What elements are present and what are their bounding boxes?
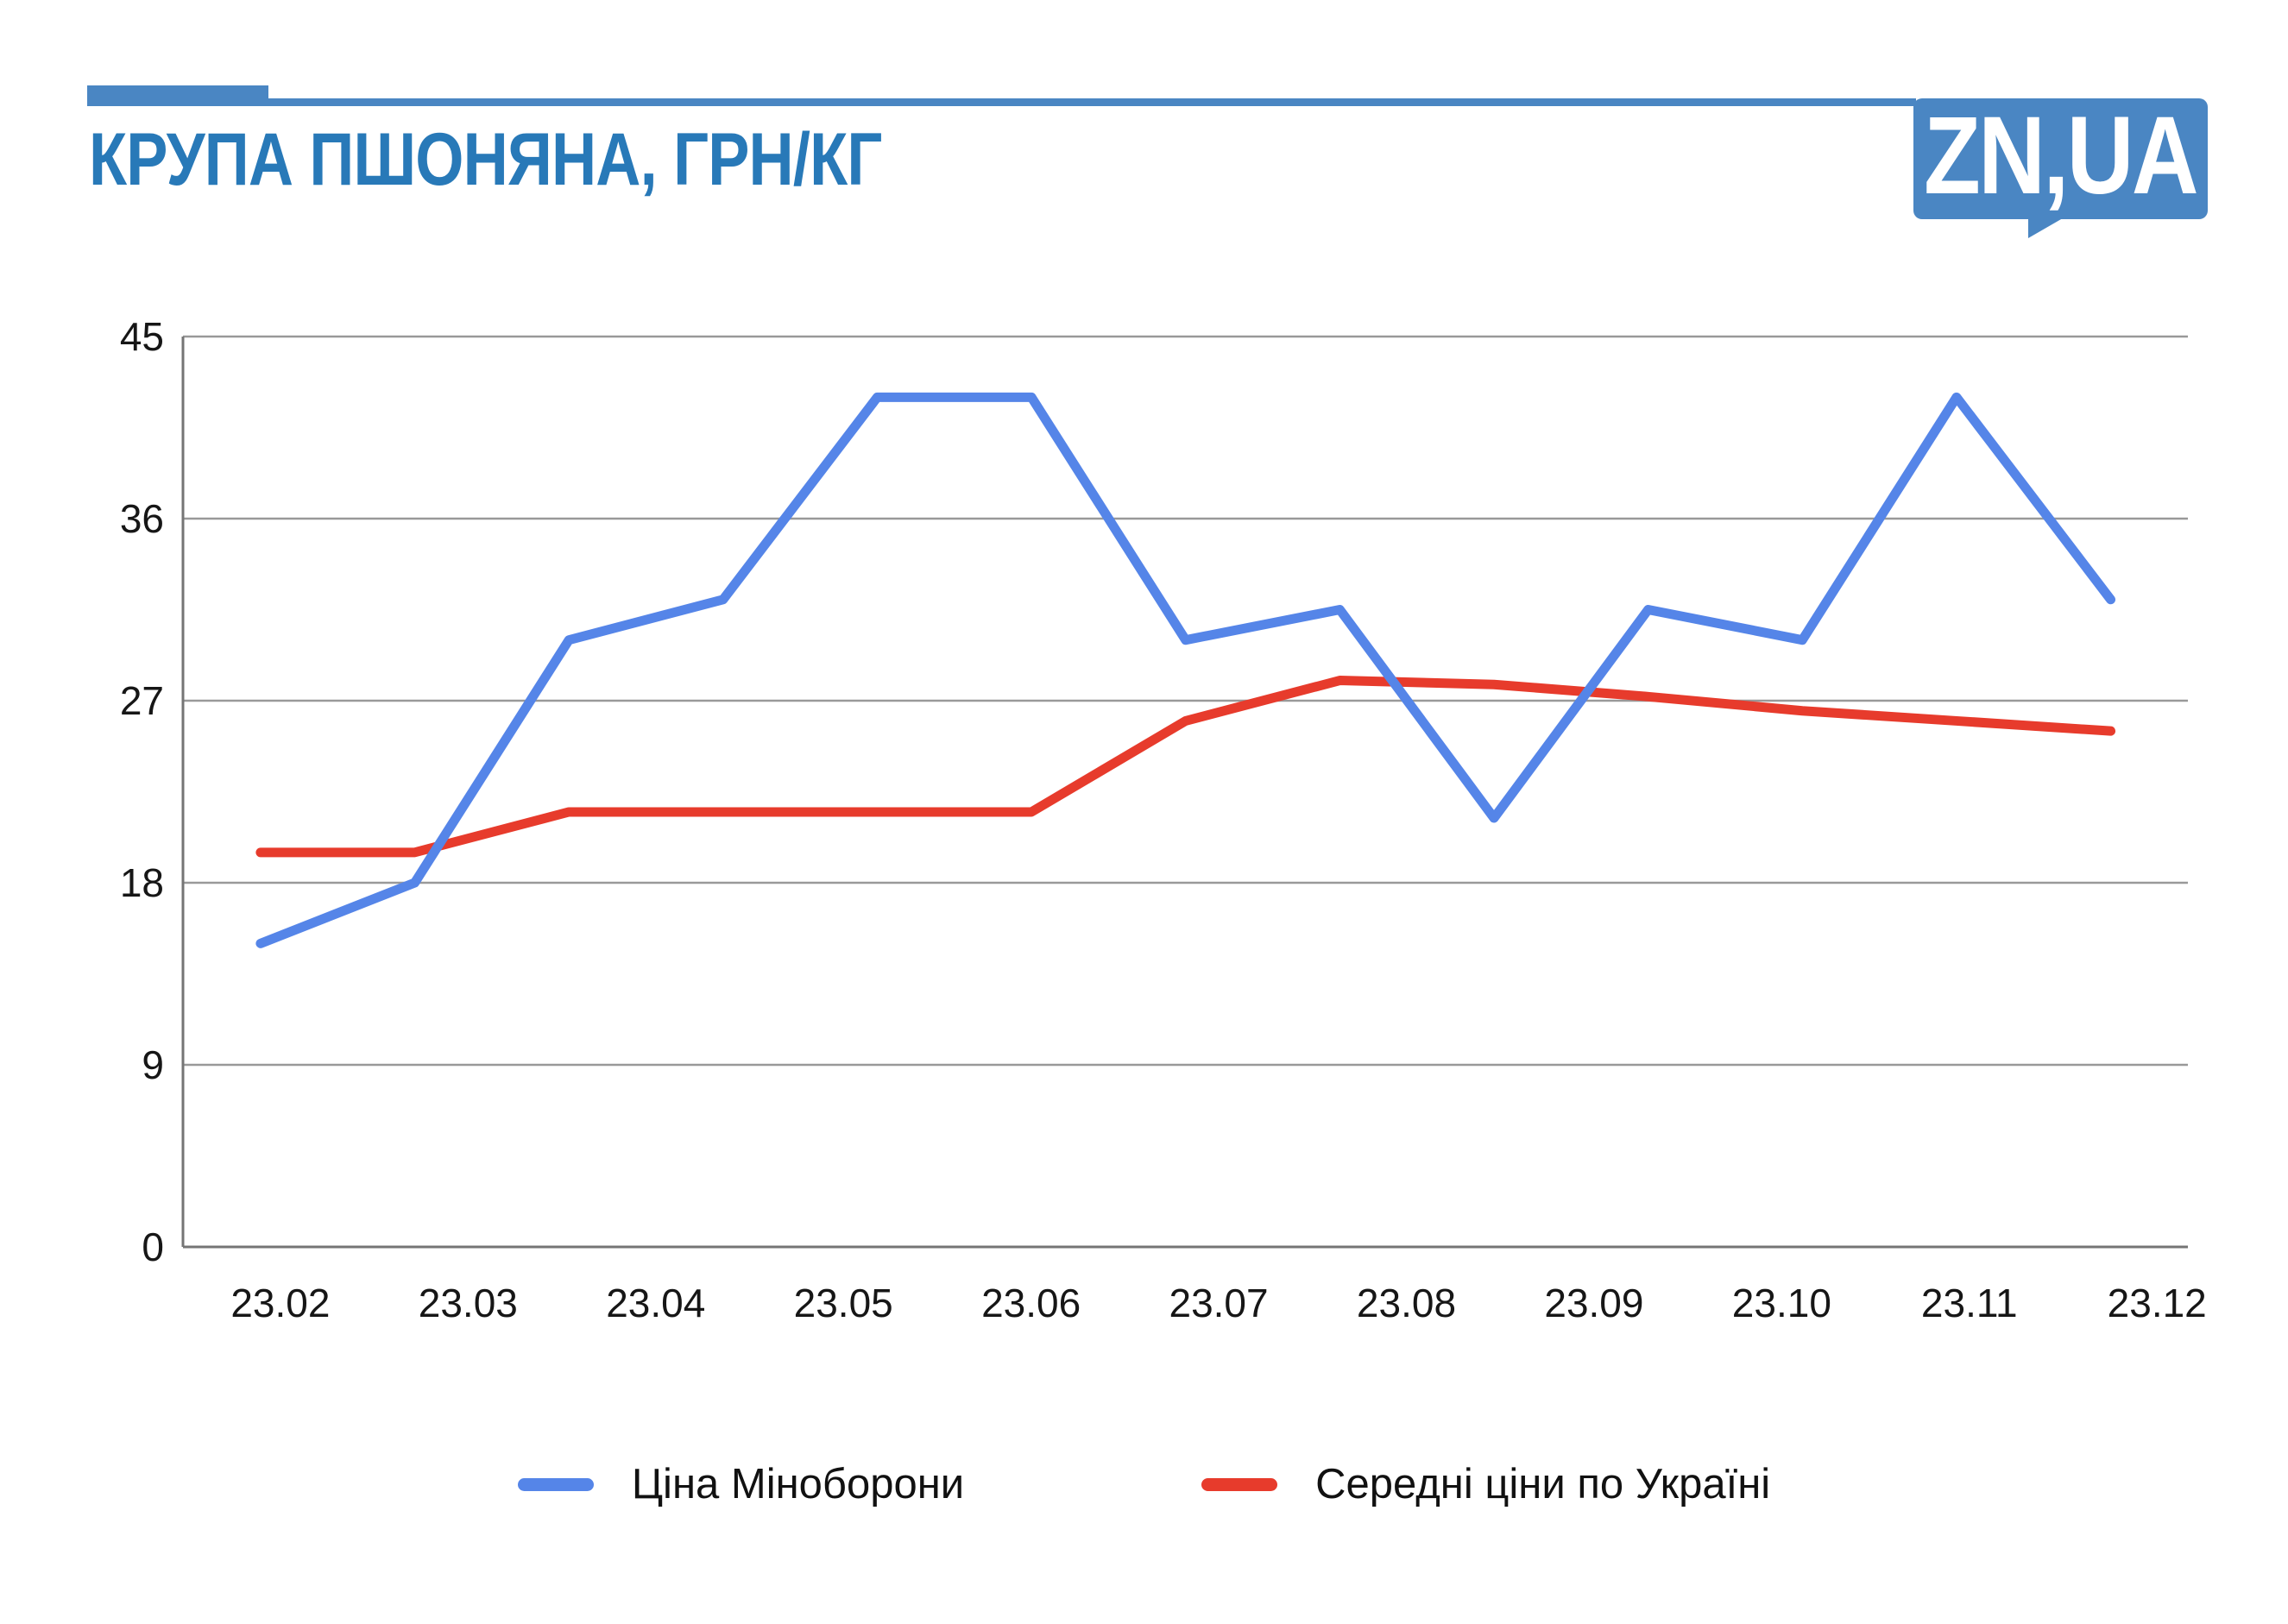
znua-logo-text: ZN,UA [1924,94,2199,217]
x-tick-label: 23.02 [230,1281,331,1325]
znua-logo-tail [2028,212,2073,238]
x-tick-label: 23.06 [981,1281,1081,1325]
x-tick-label: 23.04 [606,1281,706,1325]
x-tick-label: 23.08 [1356,1281,1457,1325]
legend-swatch [1201,1477,1278,1491]
x-tick-label: 23.03 [418,1281,518,1325]
x-tick-label: 23.05 [793,1281,893,1325]
x-tick-label: 23.12 [2107,1281,2207,1325]
y-tick-label: 9 [142,1042,164,1087]
legend-item: Ціна Міноборони [517,1460,965,1508]
chart-legend: Ціна Міноборони Середні ціни по Україні [0,1460,2288,1508]
y-tick-label: 27 [119,678,164,723]
x-tick-label: 23.07 [1169,1281,1269,1325]
x-tick-label: 23.11 [1920,1281,2018,1325]
page-title: КРУПА ПШОНЯНА, ГРН/КГ [89,118,882,201]
y-tick-label: 45 [119,314,164,359]
legend-swatch [517,1477,594,1491]
y-tick-label: 0 [142,1224,164,1269]
legend-item: Середні ціни по Україні [1201,1460,1770,1508]
series-line-Середні ціни по Україні [255,676,2116,858]
x-tick-label: 23.09 [1544,1281,1644,1325]
series-line-Ціна Міноборони [255,392,2116,948]
y-tick-label: 18 [119,860,164,905]
legend-label: Ціна Міноборони [631,1461,965,1508]
y-tick-label: 36 [119,496,164,541]
legend-label: Середні ціни по Україні [1315,1461,1771,1508]
header-accent-line [263,98,1916,106]
header-accent-bar [87,85,268,106]
znua-logo: ZN,UA [1913,94,2208,238]
x-tick-label: 23.10 [1731,1281,1831,1325]
